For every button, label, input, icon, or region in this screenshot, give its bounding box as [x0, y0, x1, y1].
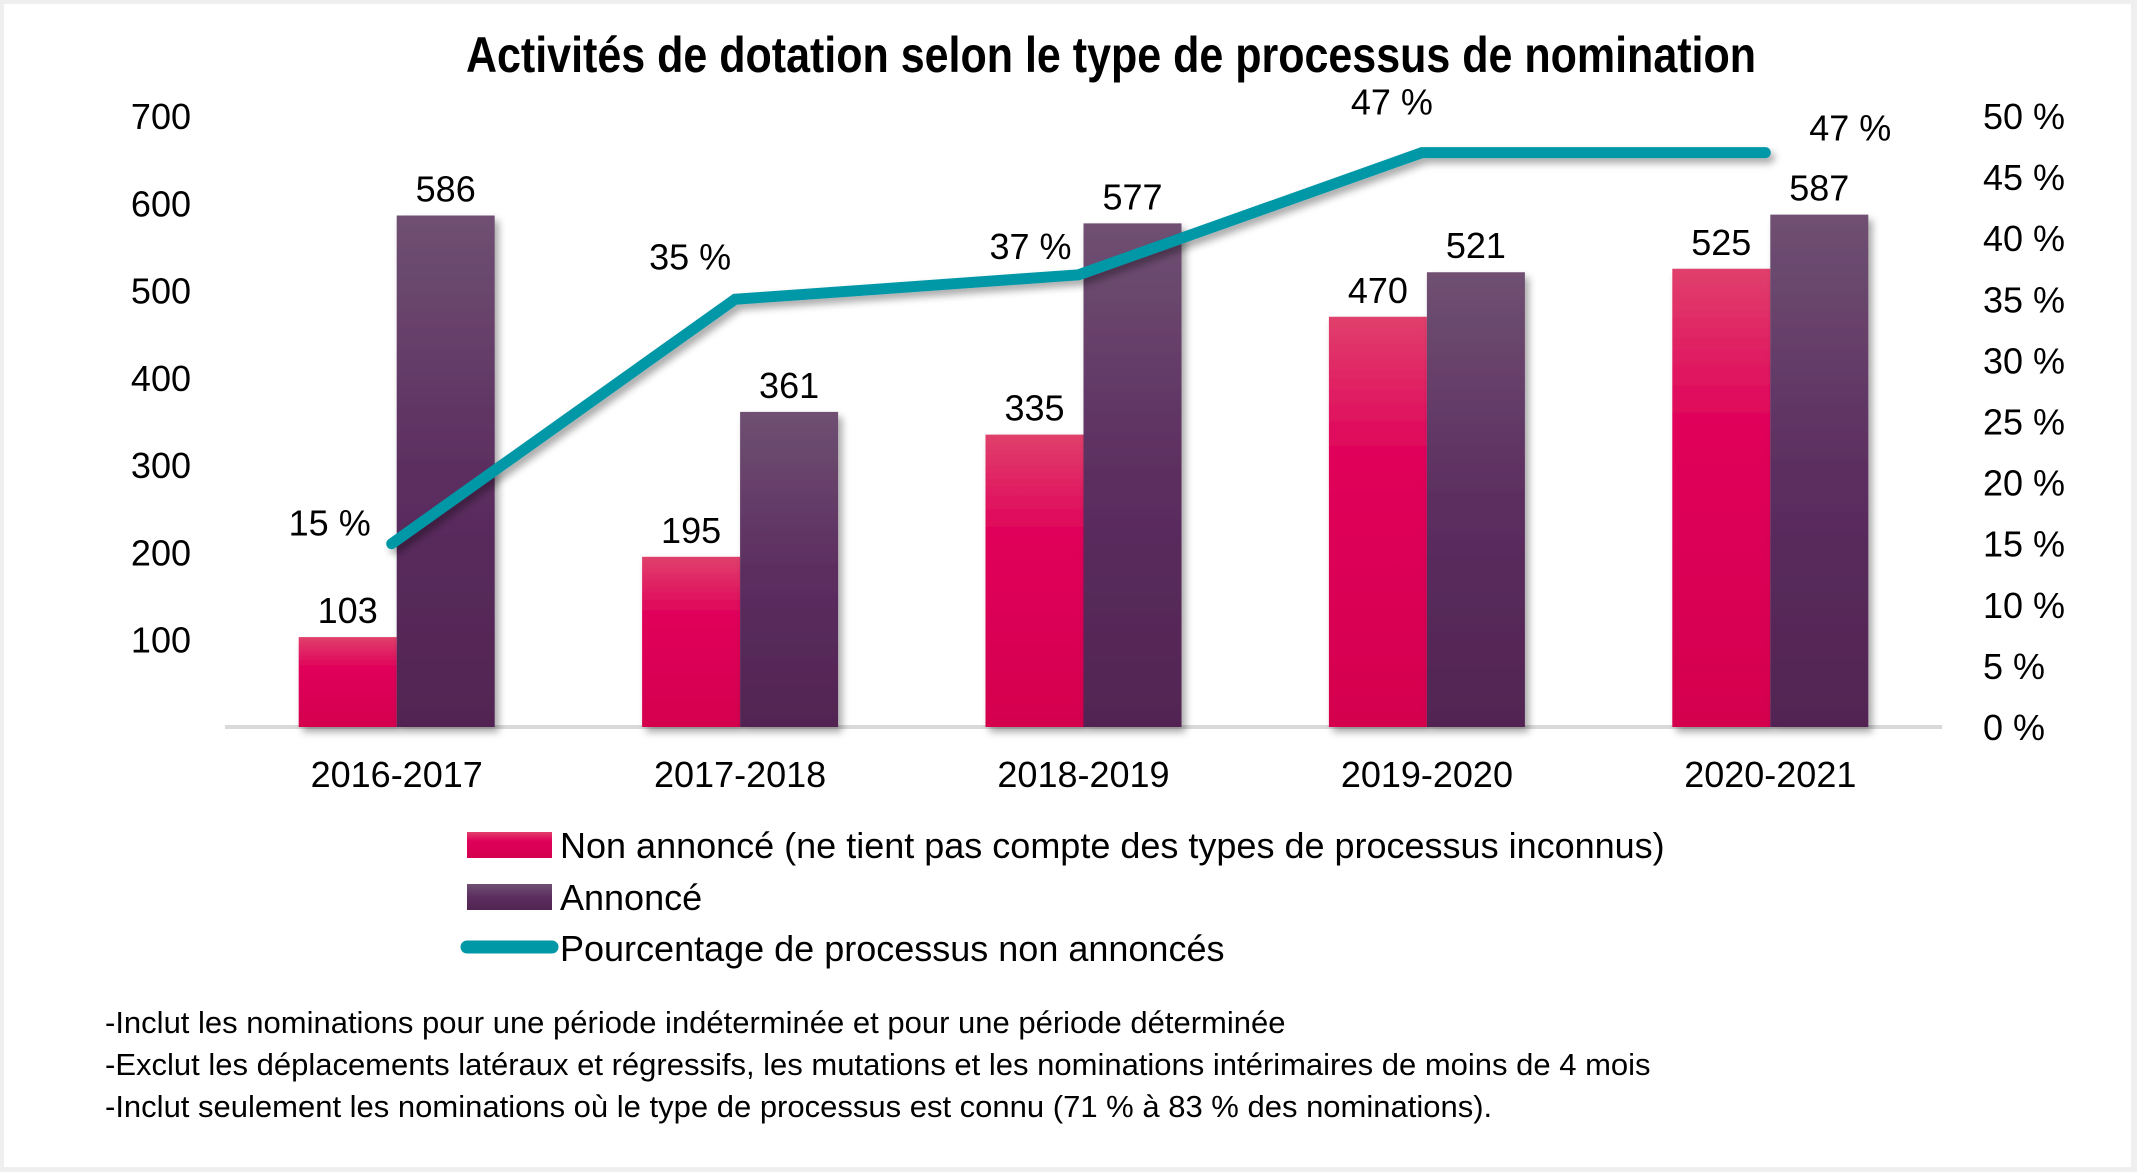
bar-value-label: 335 [1004, 388, 1064, 429]
legend-swatch-non-annonce [467, 832, 552, 858]
y-left-tick-label: 400 [131, 358, 191, 399]
data-labels: 103 195 335 470 525 586 361 577 521 587 15 % 35 % 37… [289, 82, 1892, 631]
x-tick-label: 2018-2019 [997, 754, 1169, 795]
line-value-label: 47 % [1351, 82, 1433, 123]
bar-value-label: 586 [416, 169, 476, 210]
bar-value-label: 521 [1446, 225, 1506, 266]
y-right-tick-label: 25 % [1983, 402, 2065, 443]
footnotes: -Inclut les nominations pour une période… [105, 1005, 1651, 1124]
bar-non-annonce [1328, 316, 1427, 727]
bar-value-label: 587 [1789, 168, 1849, 209]
legend-label-non-annonce: Non annoncé (ne tient pas compte des typ… [560, 825, 1665, 866]
y-right-tick-label: 45 % [1983, 157, 2065, 198]
line-value-label: 15 % [289, 503, 371, 544]
bar-annonce [1083, 223, 1182, 727]
x-tick-label: 2016-2017 [311, 754, 483, 795]
bar-annonce [1426, 272, 1525, 727]
legend-label-annonce: Annoncé [560, 877, 702, 918]
legend-item-non-annonce[interactable]: Non annoncé (ne tient pas compte des typ… [467, 825, 1665, 866]
bar-annonce [396, 215, 495, 727]
footnote-3: -Inclut seulement les nominations où le … [105, 1089, 1492, 1124]
y-right-tick-label: 10 % [1983, 585, 2065, 626]
y-axis-left: 100 200 300 400 500 600 700 [131, 96, 191, 661]
bar-non-annonce [642, 556, 741, 727]
y-axis-right: 0 % 5 % 10 % 15 % 20 % 25 % 30 % 35 % 40 % 45 % 50… [1983, 96, 2065, 748]
y-left-tick-label: 200 [131, 532, 191, 573]
legend-swatch-annonce [467, 884, 552, 910]
y-right-tick-label: 15 % [1983, 524, 2065, 565]
y-right-tick-label: 5 % [1983, 646, 2045, 687]
bar-value-label: 103 [318, 590, 378, 631]
bar-value-label: 361 [759, 365, 819, 406]
y-left-tick-label: 700 [131, 96, 191, 137]
line-value-label: 35 % [649, 236, 731, 277]
y-right-tick-label: 35 % [1983, 279, 2065, 320]
bar-value-label: 525 [1691, 222, 1751, 263]
legend-item-pourcentage[interactable]: Pourcentage de processus non annoncés [460, 928, 1224, 969]
bar-value-label: 470 [1348, 270, 1408, 311]
y-right-tick-label: 20 % [1983, 463, 2065, 504]
x-tick-label: 2020-2021 [1684, 754, 1856, 795]
y-left-tick-label: 100 [131, 620, 191, 661]
y-right-tick-label: 50 % [1983, 96, 2065, 137]
y-left-tick-label: 500 [131, 271, 191, 312]
y-right-tick-label: 0 % [1983, 707, 2045, 748]
y-left-tick-label: 600 [131, 183, 191, 224]
legend: Non annoncé (ne tient pas compte des typ… [460, 825, 1665, 969]
line-value-label: 47 % [1809, 108, 1891, 149]
y-right-tick-label: 30 % [1983, 340, 2065, 381]
x-axis: 2016-2017 2017-2018 2018-2019 2019-2020 2020… [311, 754, 1857, 795]
bar-value-label: 577 [1102, 176, 1162, 217]
legend-item-annonce[interactable]: Annoncé [467, 877, 702, 918]
percent-line [386, 147, 1771, 550]
chart-title: Activités de dotation selon le type de p… [466, 27, 1756, 83]
bar-annonce [1770, 214, 1869, 727]
bar-value-label: 195 [661, 510, 721, 551]
x-tick-label: 2019-2020 [1341, 754, 1513, 795]
footnote-2: -Exclut les déplacements latéraux et rég… [105, 1047, 1651, 1082]
bar-non-annonce [985, 434, 1084, 727]
bar-non-annonce [298, 637, 397, 727]
footnote-1: -Inclut les nominations pour une période… [105, 1005, 1285, 1040]
bar-annonce [740, 411, 839, 727]
legend-label-pourcentage: Pourcentage de processus non annoncés [560, 928, 1224, 969]
bar-non-annonce [1672, 268, 1771, 727]
x-tick-label: 2017-2018 [654, 754, 826, 795]
y-left-tick-label: 300 [131, 445, 191, 486]
line-value-label: 37 % [989, 226, 1071, 267]
y-right-tick-label: 40 % [1983, 218, 2065, 259]
bars [298, 214, 1869, 727]
